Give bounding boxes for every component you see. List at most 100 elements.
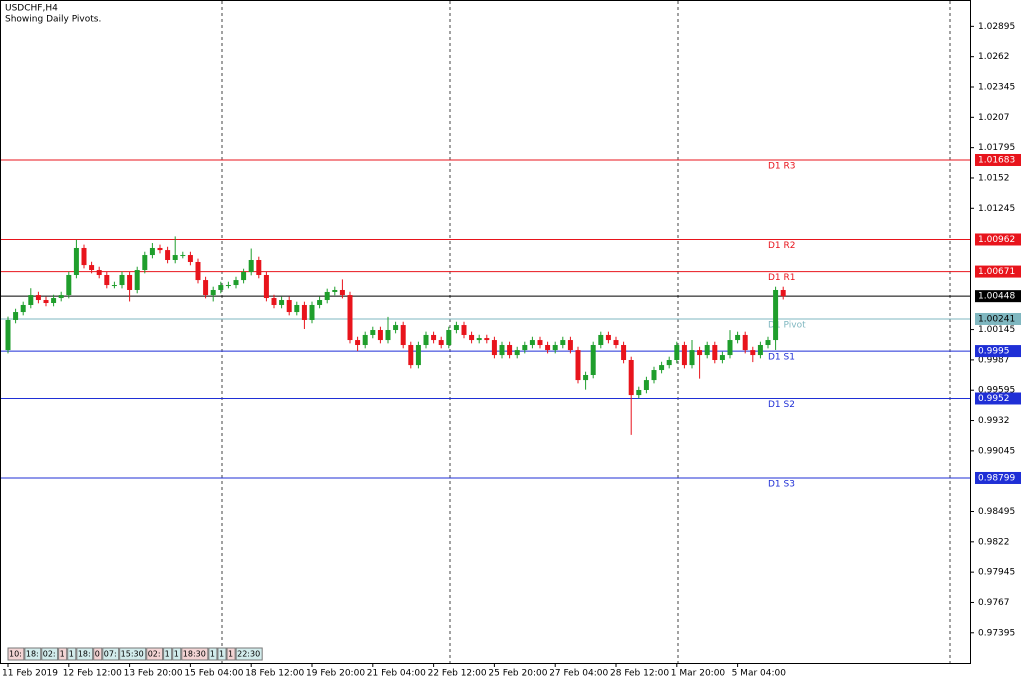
y-tick-label: 0.97395 [978, 628, 1015, 638]
candle-body [370, 330, 376, 335]
x-tick-label: 18 Feb 12:00 [245, 669, 304, 679]
price-box [975, 153, 1021, 166]
candle-body [453, 325, 459, 331]
time-box [67, 647, 77, 661]
candle-body [446, 330, 452, 346]
price-label: 0.9995 [978, 347, 1010, 357]
candle-body [271, 298, 277, 305]
candle-body [119, 274, 125, 286]
time-box-label: 1 [69, 650, 74, 659]
pivot-name: D1 R3 [768, 161, 796, 171]
y-tick-label: 1.00145 [978, 325, 1015, 335]
time-box [226, 647, 236, 661]
candle-body [552, 345, 558, 351]
time-box [146, 647, 164, 661]
candle-body [780, 289, 786, 297]
pivot-name: D1 S2 [768, 400, 795, 410]
candle-body [89, 265, 95, 271]
current-price-label: 1.00448 [978, 292, 1015, 302]
candle-body [58, 295, 64, 299]
candle-body [301, 304, 307, 320]
candle-body [362, 334, 368, 346]
candle-body [697, 350, 703, 356]
candle-body [643, 380, 649, 390]
price-box [975, 471, 1021, 484]
candle-body [233, 280, 239, 286]
candle-body [279, 300, 285, 305]
y-tick-label: 1.0262 [978, 52, 1010, 62]
price-label: 1.00241 [978, 314, 1015, 324]
candle-body [438, 340, 444, 346]
y-tick-label: 1.01795 [978, 143, 1015, 153]
candle-body [400, 325, 406, 346]
time-box [163, 647, 173, 661]
time-box-label: 1 [174, 650, 179, 659]
candle-body [621, 345, 627, 361]
candle-body [324, 291, 330, 301]
time-box [217, 647, 227, 661]
candle-body [225, 285, 231, 287]
time-box [181, 647, 209, 661]
candle-body [461, 325, 467, 335]
time-box-label: 1 [210, 650, 215, 659]
x-tick-label: 11 Feb 2019 [2, 669, 58, 679]
candle-body [5, 319, 11, 351]
candle-body [241, 272, 247, 281]
candle-body [20, 304, 26, 313]
candle-body [735, 334, 741, 341]
time-box-label: 1 [165, 650, 170, 659]
price-label: 1.01683 [978, 155, 1015, 165]
y-tick-label: 1.02345 [978, 82, 1015, 92]
candle-body [43, 300, 49, 303]
candle-body [712, 345, 718, 361]
candle-body [81, 247, 87, 266]
candle-body [598, 334, 604, 346]
candle-body [393, 325, 399, 331]
candle-body [73, 247, 79, 275]
candle-body [294, 304, 300, 313]
candle-body [773, 289, 779, 341]
x-tick-label: 22 Feb 12:00 [428, 669, 487, 679]
candle-body [507, 345, 513, 356]
time-box [208, 647, 218, 661]
time-box-label: 18: [26, 650, 39, 659]
x-tick-label: 13 Feb 20:00 [124, 669, 183, 679]
time-box-label: 02: [148, 650, 161, 659]
candle-body [13, 312, 19, 320]
candle-body [605, 334, 611, 341]
price-box [975, 312, 1021, 325]
time-box [172, 647, 182, 661]
x-tick-label: 21 Feb 04:00 [367, 669, 426, 679]
time-box [235, 647, 263, 661]
candle-body [666, 360, 672, 366]
candle-body [750, 350, 756, 356]
time-box-label: 18: [78, 650, 91, 659]
y-tick-label: 1.0152 [978, 173, 1010, 183]
y-tick-label: 0.9932 [978, 416, 1010, 426]
x-tick-label: 25 Feb 20:00 [488, 669, 547, 679]
candle-body [529, 340, 535, 346]
candle-body [674, 345, 680, 361]
chart-subtitle: Showing Daily Pivots. [5, 15, 101, 25]
time-box-label: 10: [9, 650, 22, 659]
candle-body [484, 338, 490, 341]
time-box-label: 02: [43, 650, 56, 659]
pivot-name: D1 Pivot [768, 320, 806, 330]
candle-body [514, 350, 520, 356]
candle-body [689, 350, 695, 366]
candle-body [651, 370, 657, 381]
candle-body [476, 338, 482, 341]
time-box-label: 1 [219, 650, 224, 659]
y-tick-label: 0.99595 [978, 386, 1015, 396]
y-tick-label: 1.01245 [978, 204, 1015, 214]
candle-body [157, 247, 163, 251]
candle-body [469, 334, 475, 341]
pivot-name: D1 S3 [768, 479, 795, 489]
y-tick-label: 0.97945 [978, 568, 1015, 578]
candle-body [355, 340, 361, 346]
candle-body [537, 340, 543, 346]
candle-body [317, 300, 323, 305]
candle-body [66, 274, 72, 296]
